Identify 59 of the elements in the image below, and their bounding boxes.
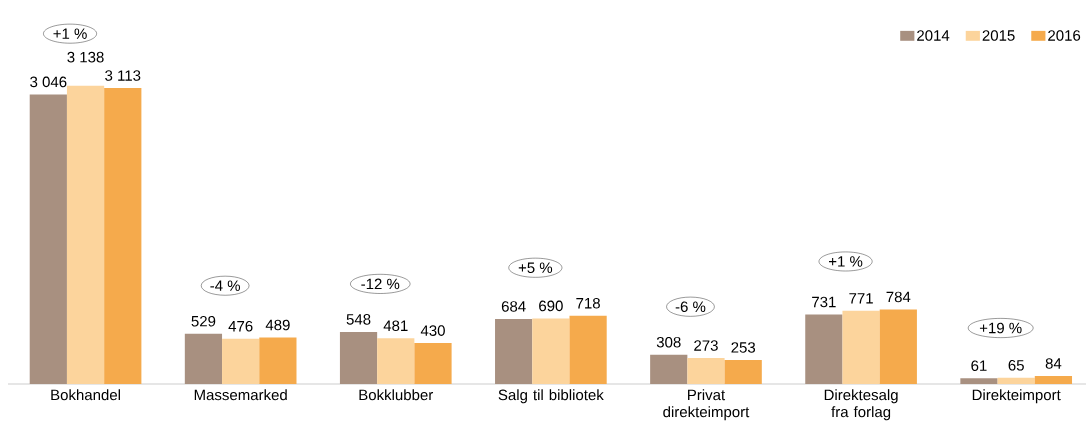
data-label: 731 xyxy=(812,296,836,308)
bar xyxy=(495,318,533,384)
bar xyxy=(805,314,843,384)
bar xyxy=(724,359,762,384)
data-label: 548 xyxy=(346,314,371,325)
x-tick-label: Direkteimport xyxy=(972,389,1061,404)
data-label: 65 xyxy=(1008,360,1024,371)
annotation: +19 % xyxy=(979,322,1022,334)
bar xyxy=(414,343,452,384)
bar xyxy=(842,310,880,384)
data-label: 3 046 xyxy=(30,76,67,88)
data-label: 253 xyxy=(731,342,756,353)
bar xyxy=(532,318,570,384)
data-label: 489 xyxy=(265,319,290,331)
data-label: 684 xyxy=(501,301,526,312)
bar xyxy=(569,315,607,384)
data-label: 430 xyxy=(420,325,445,336)
x-tick-label: Bokhandel xyxy=(51,389,120,401)
bar xyxy=(879,309,917,384)
x-tick-label: Salg til bibliotek xyxy=(498,389,604,404)
bar xyxy=(29,94,67,384)
text: +1 % xyxy=(53,28,87,39)
annotation: -4 % xyxy=(210,280,241,291)
annotation: -6 % xyxy=(675,301,706,313)
data-label: 308 xyxy=(656,336,681,348)
bar xyxy=(377,338,415,384)
legend-label: 2014 xyxy=(917,30,950,41)
bar xyxy=(650,354,688,384)
bar xyxy=(222,338,260,384)
bar xyxy=(259,337,297,384)
data-label: 529 xyxy=(191,315,216,327)
data-label: 718 xyxy=(576,297,600,309)
x-tick-label: Bokklubber xyxy=(359,389,434,401)
data-label: 771 xyxy=(849,293,873,304)
bar xyxy=(66,85,105,384)
data-label: 3 138 xyxy=(67,51,104,63)
data-label: 3 113 xyxy=(105,70,141,81)
legend-label: 2016 xyxy=(1048,30,1081,41)
annotation: -12 % xyxy=(361,278,400,290)
bar xyxy=(960,378,998,384)
annotation: +1 % xyxy=(829,256,863,267)
data-label: 690 xyxy=(539,300,563,312)
data-label: 84 xyxy=(1045,358,1062,369)
bar xyxy=(184,333,223,384)
data-label: 273 xyxy=(694,340,718,351)
legend-label: 2015 xyxy=(982,30,1015,41)
data-label: 61 xyxy=(971,360,987,371)
data-label: 476 xyxy=(228,320,253,332)
bar xyxy=(104,88,142,384)
x-tick-label: Massemarked xyxy=(194,389,287,401)
x-tick-label: Privat direkteimport xyxy=(663,389,750,421)
bar xyxy=(687,358,725,384)
bar xyxy=(1034,376,1073,384)
bar xyxy=(997,377,1035,384)
x-tick-label: Direktesalg fra forlag xyxy=(824,389,898,421)
data-label: 481 xyxy=(383,320,408,332)
bar xyxy=(339,331,378,384)
data-label: 784 xyxy=(886,291,911,303)
annotation: +5 % xyxy=(518,262,553,274)
